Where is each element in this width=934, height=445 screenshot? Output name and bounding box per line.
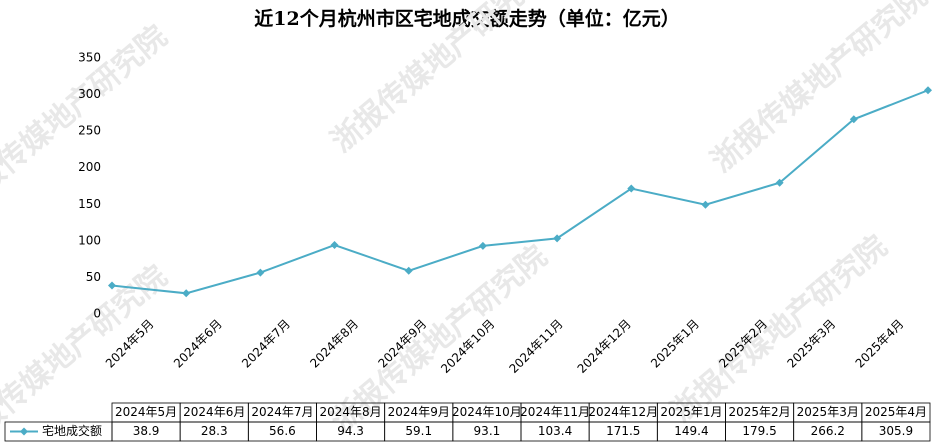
point [627, 184, 636, 193]
table-header: 2024年7月 [251, 405, 313, 419]
point [478, 241, 487, 250]
table-header: 2024年11月 [520, 405, 590, 419]
table-value: 149.4 [674, 424, 708, 438]
y-tick-label: 150 [78, 197, 101, 211]
y-tick-label: 350 [78, 51, 101, 65]
watermark: 浙报传媒地产研究院 [0, 19, 174, 219]
y-tick-label: 300 [78, 87, 101, 101]
table-value: 103.4 [538, 424, 572, 438]
table-header: 2025年2月 [728, 405, 790, 419]
table-header: 2024年8月 [319, 405, 381, 419]
x-tick-label: 2025年4月 [853, 317, 907, 371]
table-header: 2024年5月 [115, 405, 177, 419]
table-header: 2024年10月 [452, 405, 522, 419]
table-header: 2025年3月 [797, 405, 859, 419]
legend-marker [20, 427, 28, 436]
chart-title: 近12个月杭州市区宅地成交额走势（单位：亿元） [254, 7, 679, 30]
point [701, 200, 710, 209]
table-value: 179.5 [742, 424, 776, 438]
y-tick-label: 0 [93, 307, 101, 321]
y-tick-label: 50 [86, 270, 101, 284]
table-header: 2024年9月 [388, 405, 450, 419]
table-value: 94.3 [337, 424, 364, 438]
point [775, 178, 784, 187]
table-header: 2025年1月 [660, 405, 722, 419]
table-value: 56.6 [269, 424, 296, 438]
x-tick-label: 2024年6月 [171, 317, 225, 371]
x-tick-label: 2024年11月 [506, 317, 565, 376]
table-value: 28.3 [201, 424, 228, 438]
legend-label: 宅地成交额 [42, 423, 102, 438]
point [330, 241, 339, 250]
point [256, 268, 265, 277]
table-header: 2025年4月 [865, 405, 927, 419]
table-value: 38.9 [133, 424, 160, 438]
table-value: 93.1 [474, 424, 501, 438]
watermark: 浙报传媒地产研究院 [705, 0, 934, 179]
x-tick-label: 2024年7月 [239, 317, 293, 371]
point [182, 289, 191, 298]
table-value: 171.5 [606, 424, 640, 438]
table-header: 2024年12月 [588, 405, 658, 419]
table-value: 59.1 [405, 424, 432, 438]
point [553, 234, 562, 243]
x-tick-label: 2024年8月 [307, 317, 361, 371]
table-value: 305.9 [879, 424, 913, 438]
point [849, 115, 858, 124]
table-value: 266.2 [811, 424, 845, 438]
point [108, 281, 116, 290]
point [404, 266, 413, 275]
x-tick-label: 2024年12月 [575, 317, 634, 376]
series-line [111, 89, 929, 295]
y-tick-label: 200 [78, 160, 101, 174]
table-header: 2024年6月 [183, 405, 245, 419]
y-tick-label: 250 [78, 124, 101, 138]
table-cell [861, 421, 931, 442]
y-tick-label: 100 [78, 233, 101, 247]
point [924, 86, 932, 95]
x-tick-label: 2025年1月 [648, 317, 702, 371]
